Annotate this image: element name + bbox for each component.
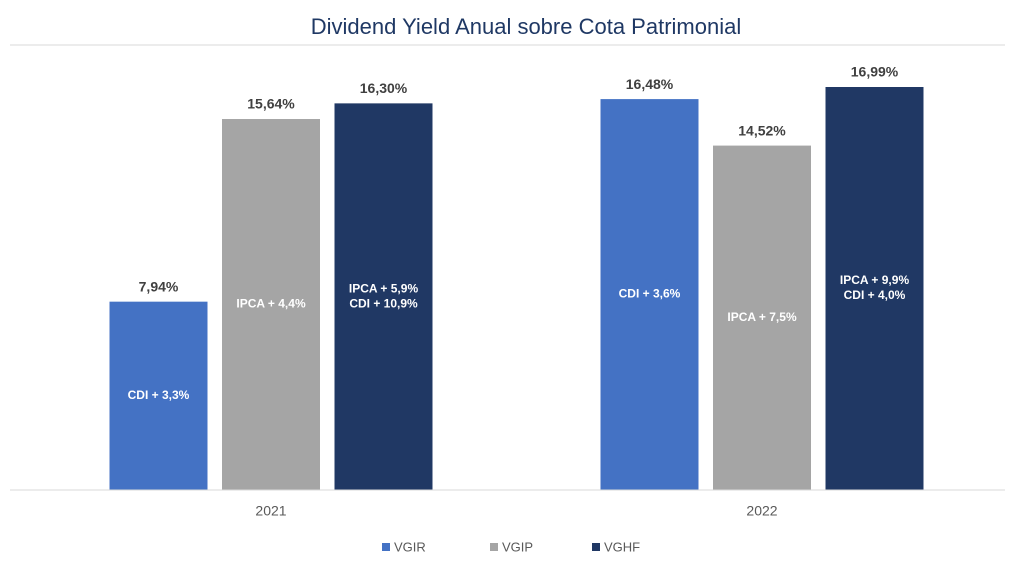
bar xyxy=(600,99,699,491)
bar xyxy=(109,301,208,490)
bar-annotation: IPCA + 5,9% xyxy=(349,281,419,295)
value-label: 16,30% xyxy=(360,80,408,96)
bar-annotation: IPCA + 4,4% xyxy=(236,297,306,311)
bar-annotation: CDI + 3,3% xyxy=(128,388,190,402)
legend-label: VGIR xyxy=(394,539,426,554)
legend-swatch xyxy=(382,543,390,551)
bar xyxy=(825,87,924,490)
value-label: 16,99% xyxy=(851,64,899,80)
bar-annotation: IPCA + 9,9% xyxy=(840,273,910,287)
value-label: 7,94% xyxy=(139,278,179,294)
legend-swatch xyxy=(490,543,498,551)
legend-label: VGHF xyxy=(604,539,640,554)
x-tick-label: 2022 xyxy=(746,503,777,519)
legend-label: VGIP xyxy=(502,539,533,554)
legend-swatch xyxy=(592,543,600,551)
bar xyxy=(334,103,433,490)
bar-annotation: CDI + 10,9% xyxy=(349,296,418,310)
value-label: 14,52% xyxy=(738,122,786,138)
x-tick-label: 2021 xyxy=(255,503,286,519)
bar xyxy=(713,145,811,490)
value-label: 15,64% xyxy=(247,96,295,112)
bar xyxy=(222,119,320,490)
value-label: 16,48% xyxy=(626,76,674,92)
bar-annotation: IPCA + 7,5% xyxy=(727,310,797,324)
bar-annotation: CDI + 3,6% xyxy=(619,287,681,301)
bar-annotation: CDI + 4,0% xyxy=(844,288,906,302)
chart-title: Dividend Yield Anual sobre Cota Patrimon… xyxy=(311,14,741,39)
